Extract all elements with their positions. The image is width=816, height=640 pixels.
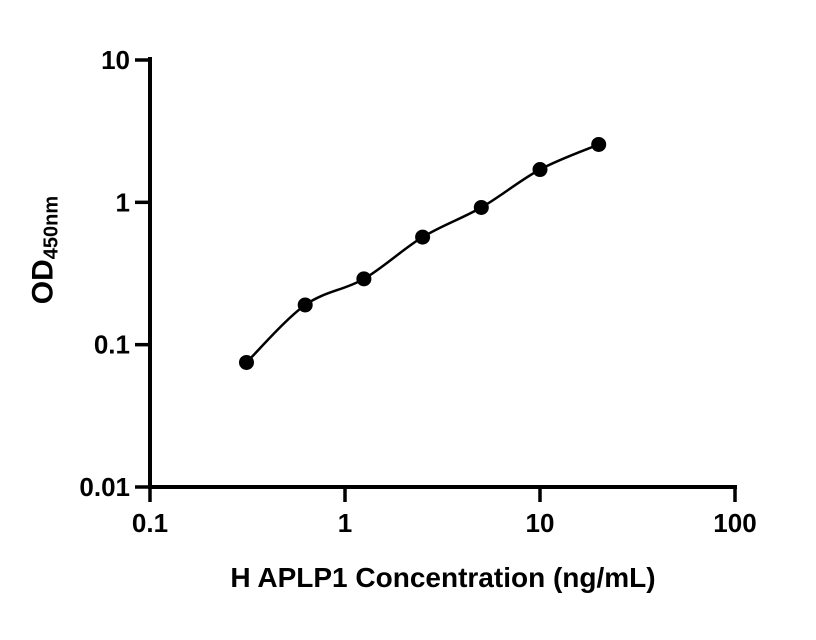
data-point-marker [473, 199, 489, 215]
x-axis-tick-label: 10 [526, 508, 555, 538]
y-axis-title-text: OD [26, 259, 60, 305]
data-point-marker [591, 136, 607, 152]
x-axis-tick-label: 0.1 [132, 508, 168, 538]
x-axis-title: H APLP1 Concentration (ng/mL) [230, 562, 656, 593]
data-point-marker [356, 271, 372, 287]
y-axis-tick-label: 0.1 [94, 330, 130, 360]
data-point-marker [297, 297, 313, 313]
y-axis-title: OD450nm [27, 196, 64, 304]
y-axis-title-subscript: 450nm [40, 195, 63, 260]
x-axis-tick-label: 100 [713, 508, 756, 538]
y-axis-tick-label: 0.01 [79, 472, 130, 502]
data-point-marker [415, 229, 431, 245]
data-point-marker [238, 354, 254, 370]
y-axis-tick-label: 10 [101, 45, 130, 75]
x-axis-tick-label: 1 [338, 508, 352, 538]
y-axis-tick-label: 1 [116, 187, 130, 217]
standard-curve-line [245, 143, 600, 364]
data-point-marker [532, 162, 548, 178]
